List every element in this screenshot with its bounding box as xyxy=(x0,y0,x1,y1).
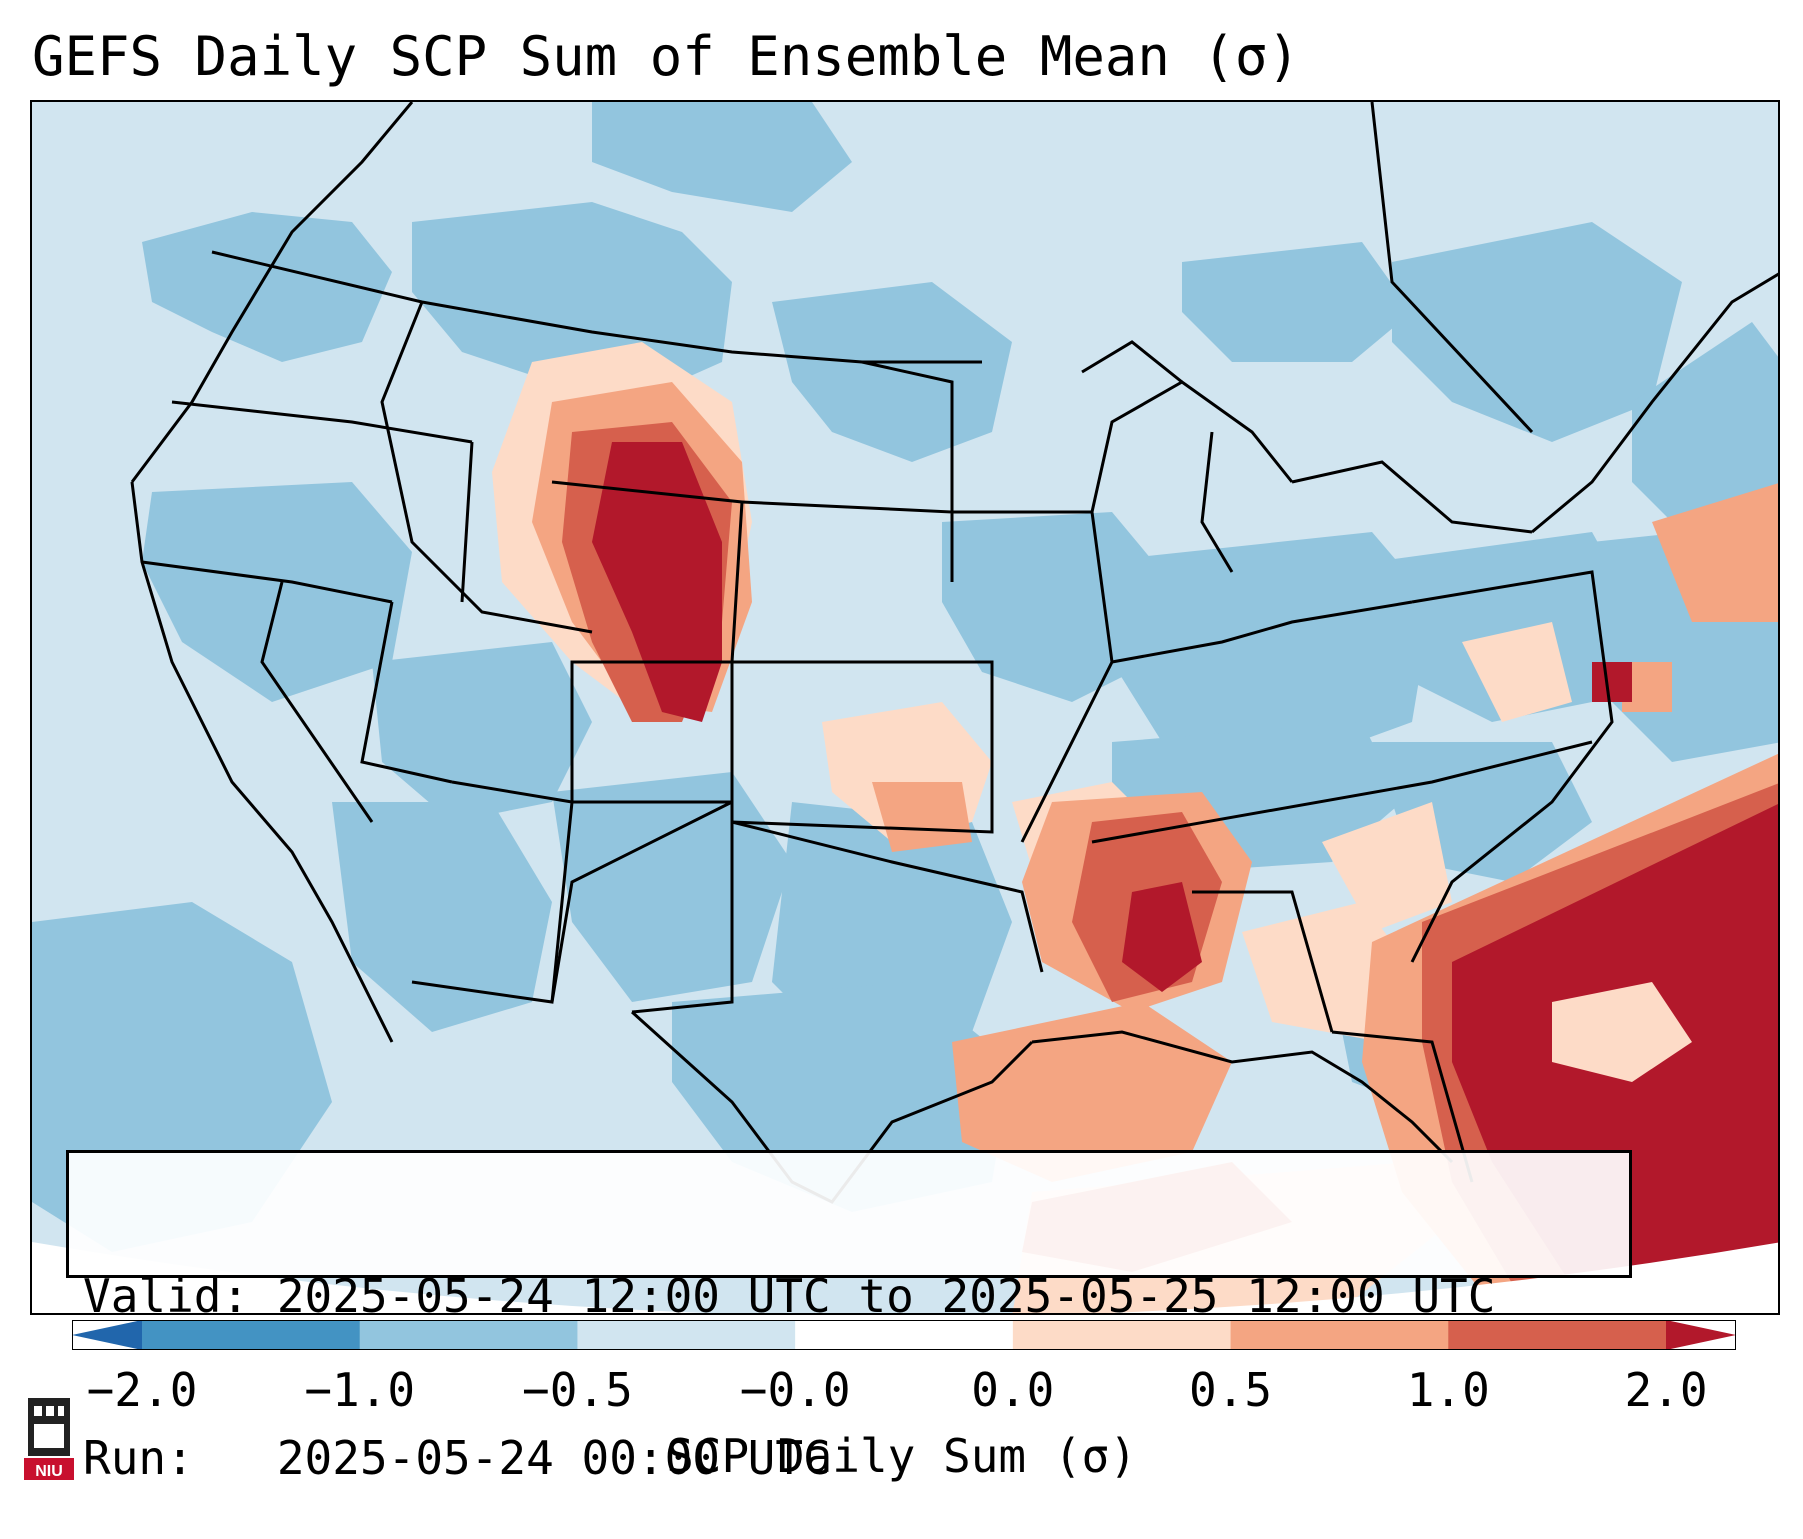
northeast xyxy=(1531,272,1778,534)
map-panel xyxy=(30,100,1780,1315)
id-or xyxy=(460,441,474,603)
colorbar-over-extend xyxy=(1666,1320,1736,1350)
texas-north xyxy=(731,820,1044,973)
colorbar-tick-label: 0.5 xyxy=(1189,1363,1273,1417)
colorbar-tick-label: −0.0 xyxy=(739,1363,851,1417)
colorbar-segment xyxy=(142,1320,361,1350)
scp-map xyxy=(32,102,1778,1313)
great-lakes-east xyxy=(1291,460,1533,534)
colorbar-tick-label: −1.0 xyxy=(304,1363,416,1417)
valid-time-text: Valid: 2025-05-24 12:00 UTC to 2025-05-2… xyxy=(83,1269,1496,1323)
nm-west xyxy=(550,800,733,1003)
colorbar-under-extend xyxy=(72,1320,142,1350)
colorbar xyxy=(72,1320,1736,1350)
valid-run-box: Valid: 2025-05-24 12:00 UTC to 2025-05-2… xyxy=(66,1150,1632,1485)
california-coast xyxy=(130,481,394,1043)
colorbar-tick-label: −0.5 xyxy=(522,1363,633,1417)
florida xyxy=(1331,1030,1474,1183)
or-ca-border xyxy=(141,560,393,604)
colorbar-segment xyxy=(359,1320,578,1350)
wa-or-border xyxy=(171,400,473,444)
nv-west xyxy=(260,581,374,823)
lake-michigan xyxy=(1200,431,1234,573)
lake-superior xyxy=(1081,340,1183,384)
colorbar-tick-label: −2.0 xyxy=(86,1363,198,1417)
colorbar-label: SCP Daily Sum (σ) xyxy=(666,1429,1137,1483)
colorbar-segment xyxy=(577,1320,796,1350)
colorbar-segment xyxy=(1012,1320,1232,1350)
colorbar-tick-label: 1.0 xyxy=(1406,1363,1490,1417)
nv-east xyxy=(360,601,453,784)
ohio-valley xyxy=(1111,600,1413,664)
kansas-ok xyxy=(731,660,994,834)
colorbar-tick-label: 2.0 xyxy=(1624,1363,1708,1417)
nm-east xyxy=(631,802,734,1014)
canada-border xyxy=(211,250,982,364)
pacific-coast xyxy=(130,102,414,483)
dakotas xyxy=(861,360,954,512)
al-ga xyxy=(1192,890,1334,1033)
field-embedded-light xyxy=(1552,982,1692,1082)
tennessee-nc xyxy=(1091,740,1593,844)
colorbar-segment xyxy=(1448,1320,1667,1350)
colorbar-tick-label: 0.0 xyxy=(971,1363,1055,1417)
logo-text: NIU xyxy=(35,1463,63,1480)
niu-logo: NIU xyxy=(24,1398,74,1480)
colorbar-segment xyxy=(795,1320,1014,1350)
east-coast xyxy=(1410,570,1614,963)
iowa-missouri xyxy=(952,510,1114,843)
run-time-text: Run: 2025-05-24 00:00 UTC xyxy=(83,1431,831,1485)
colorbar-segment xyxy=(1230,1320,1449,1350)
gulf-coast xyxy=(1031,1030,1454,1164)
boundaries xyxy=(130,102,1778,1204)
projection-edge xyxy=(32,1242,1778,1313)
idaho-montana xyxy=(380,301,593,634)
quebec xyxy=(1370,102,1534,434)
utah-arizona xyxy=(411,780,574,1004)
chart-title: GEFS Daily SCP Sum of Ensemble Mean (σ) xyxy=(32,25,1300,88)
